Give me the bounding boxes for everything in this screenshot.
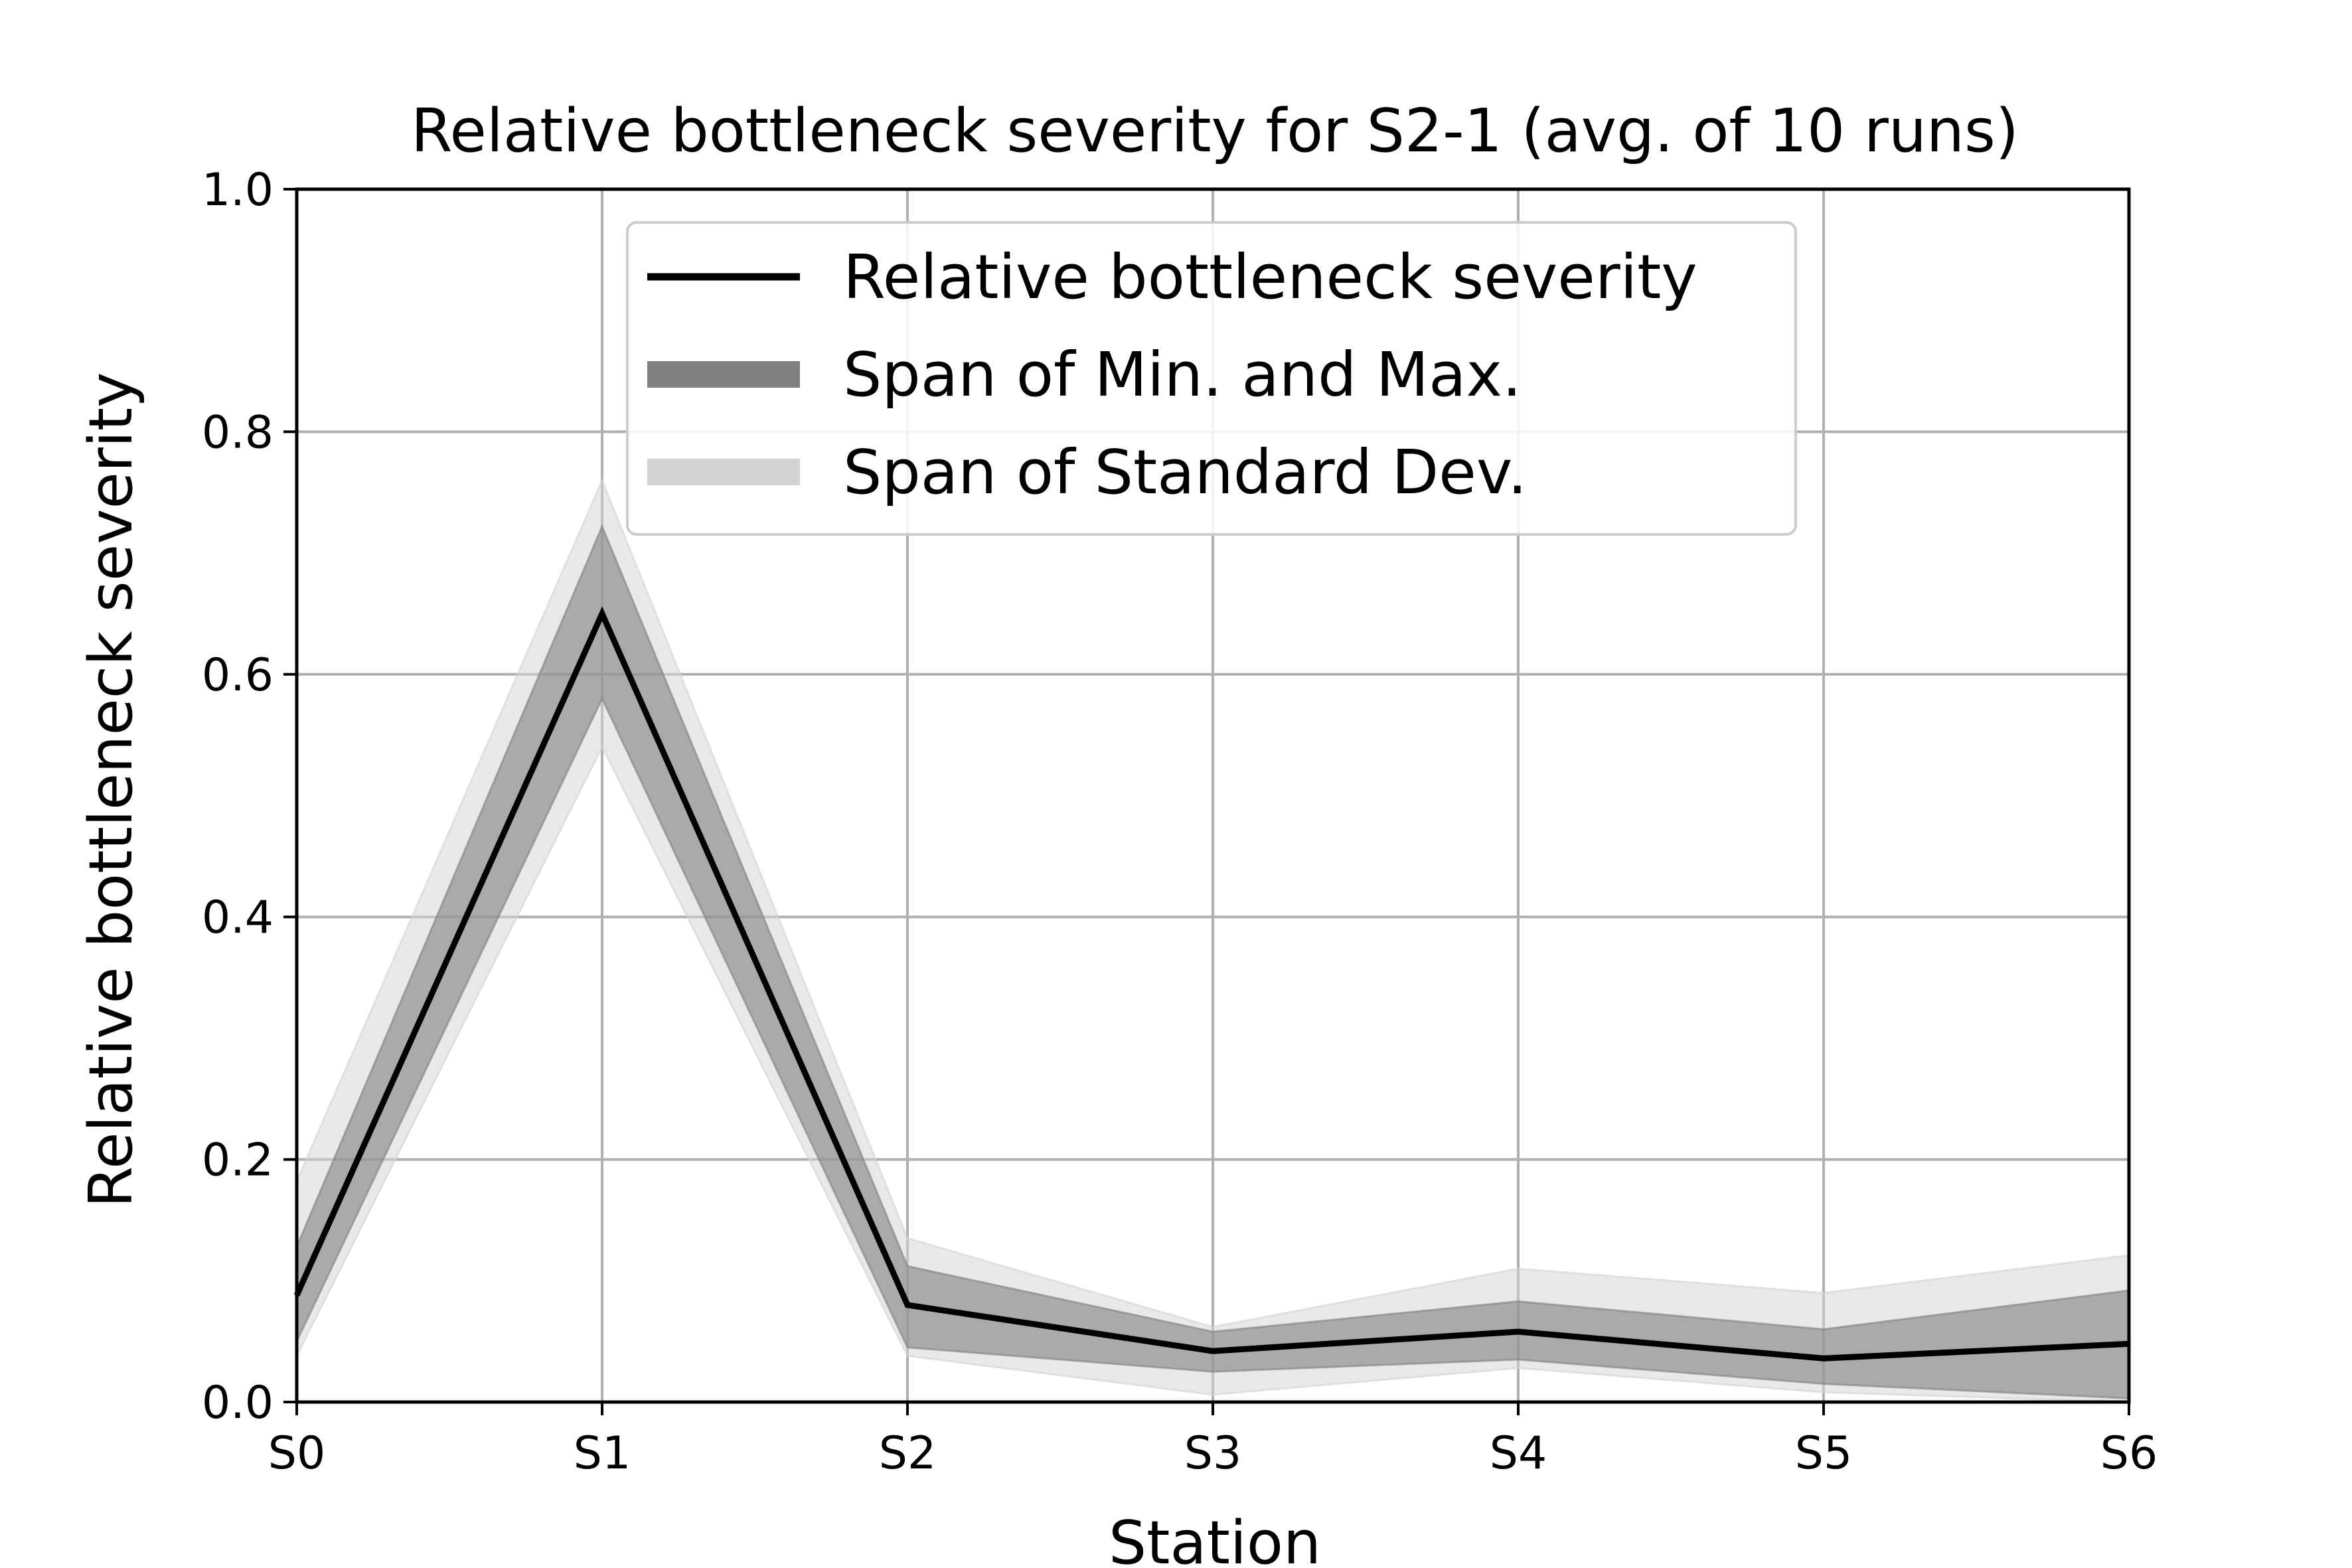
- y-tick-label: 0.2: [202, 1135, 274, 1187]
- y-tick-label: 0.8: [202, 406, 274, 459]
- data-point-s4: [1518, 1331, 1519, 1333]
- legend-label: Relative bottleneck severity: [843, 242, 1697, 313]
- x-tick-label-s4: S4: [1490, 1427, 1547, 1480]
- y-tick-label: 1.0: [202, 164, 274, 216]
- data-point-s3: [1212, 1350, 1214, 1352]
- x-tick-label-s3: S3: [1184, 1427, 1241, 1480]
- legend-item-std-dev: Span of Standard Dev.: [647, 437, 1527, 508]
- x-tick-label-s6: S6: [2100, 1427, 2157, 1480]
- chart-title: Relative bottleneck severity for S2-1 (a…: [411, 96, 2019, 166]
- data-point-s5: [1823, 1358, 1824, 1360]
- x-axis-label: Station: [1109, 1508, 1321, 1568]
- x-tick-label-s2: S2: [879, 1427, 936, 1480]
- legend-item-min-max: Span of Min. and Max.: [647, 339, 1522, 410]
- y-axis-label: Relative bottleneck severity: [76, 372, 146, 1208]
- data-point-s1: [601, 613, 603, 615]
- data-point-s2: [907, 1304, 908, 1306]
- y-tick-label: 0.4: [202, 892, 274, 944]
- ticks: S0 S1 S2 S3 S4 S5 S6 0.0 0.2 0.4 0.6 0.8 1.0: [202, 164, 2157, 1480]
- legend-frame: [626, 221, 1797, 536]
- y-tick-label: 0.6: [202, 649, 274, 702]
- legend: Relative bottleneck severity Span of Min.…: [626, 221, 1797, 536]
- x-tick-label-s0: S0: [268, 1427, 325, 1480]
- legend-label: Span of Standard Dev.: [843, 437, 1527, 508]
- x-tick-label-s5: S5: [1795, 1427, 1852, 1480]
- legend-label: Span of Min. and Max.: [843, 339, 1522, 410]
- x-tick-label-s1: S1: [574, 1427, 631, 1480]
- legend-item-severity: Relative bottleneck severity: [647, 242, 1697, 313]
- y-tick-label: 0.0: [202, 1377, 274, 1429]
